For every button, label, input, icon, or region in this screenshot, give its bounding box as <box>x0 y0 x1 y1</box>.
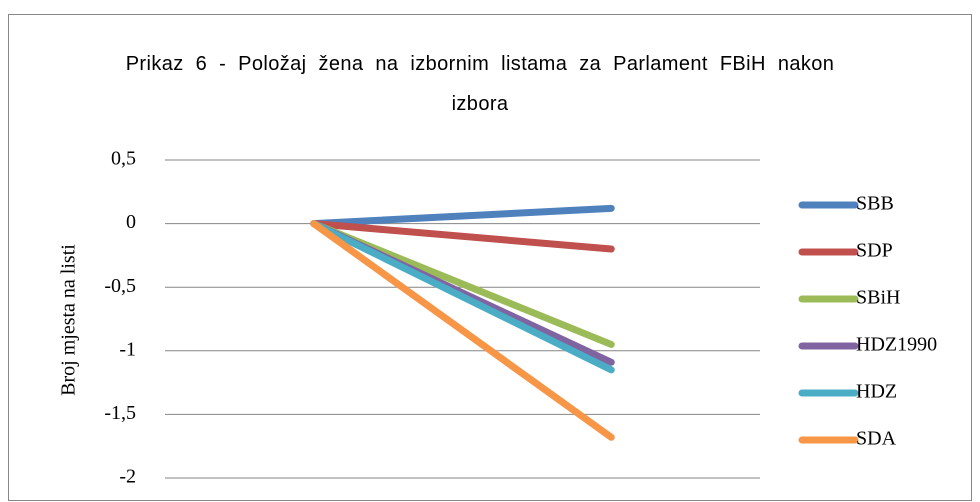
chart-title: Prikaz 6 - Položaj žena na izbornim list… <box>125 53 835 115</box>
series-line <box>310 220 615 374</box>
y-tick-label: -2 <box>119 466 136 488</box>
y-tick-label: 0,5 <box>111 148 136 170</box>
series-line <box>310 220 615 441</box>
legend-label: SDA <box>856 428 897 450</box>
legend-label: SBB <box>856 193 894 215</box>
legend-label: HDZ1990 <box>856 334 937 356</box>
legend-label: SBiH <box>856 287 900 309</box>
y-tick-label: -0,5 <box>104 275 136 297</box>
series-line <box>310 204 615 228</box>
legend-label: SDP <box>856 240 893 262</box>
legend-label: HDZ <box>856 381 897 403</box>
y-axis-label: Broj mjesta na listi <box>58 244 80 396</box>
y-tick-label: -1,5 <box>104 402 136 424</box>
series-line <box>310 220 615 253</box>
y-tick-label: 0 <box>126 211 136 233</box>
chart-border <box>8 14 972 501</box>
y-tick-label: -1 <box>119 338 136 360</box>
